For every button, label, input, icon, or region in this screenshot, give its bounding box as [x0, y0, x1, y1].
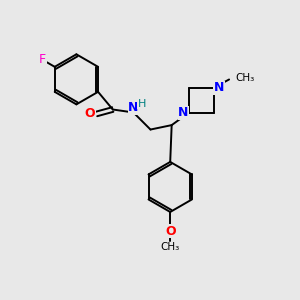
- Text: N: N: [214, 81, 224, 94]
- Text: N: N: [178, 106, 189, 119]
- Text: H: H: [137, 99, 146, 109]
- Text: CH₃: CH₃: [236, 73, 255, 83]
- Text: O: O: [165, 225, 175, 238]
- Text: O: O: [85, 107, 95, 120]
- Text: N: N: [128, 101, 139, 114]
- Text: CH₃: CH₃: [160, 242, 180, 252]
- Text: F: F: [39, 53, 46, 66]
